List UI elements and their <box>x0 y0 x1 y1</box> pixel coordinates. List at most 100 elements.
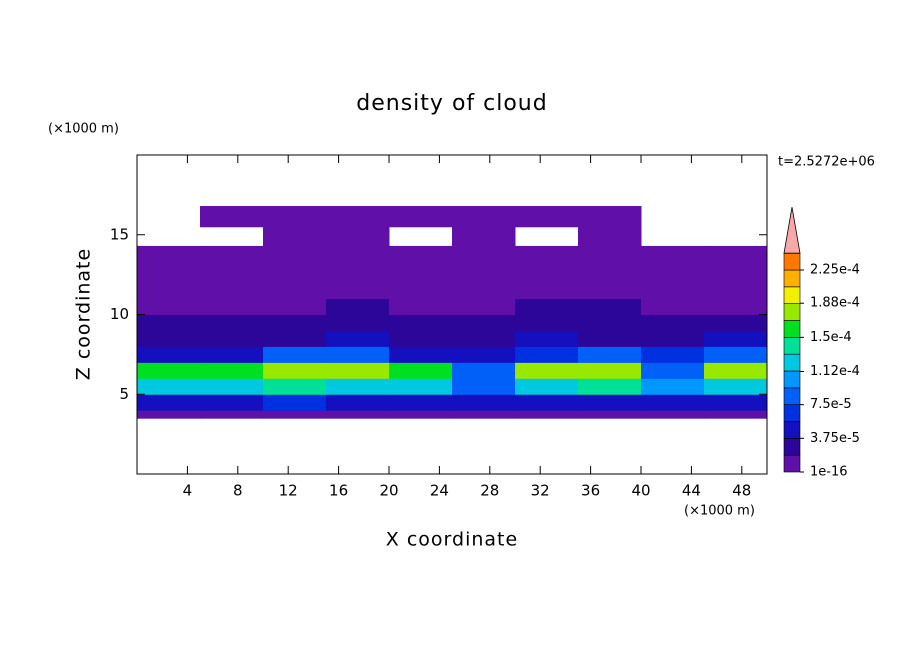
colorbar-band <box>783 269 801 288</box>
colorbar-tick-label: 1.88e-4 <box>810 296 860 311</box>
contour-cell <box>389 330 453 347</box>
x-axis-label: X coordinate <box>386 529 518 551</box>
annotation: t=2.5272e+06 <box>778 155 875 170</box>
contour-cell <box>263 226 327 247</box>
contour-cell <box>263 330 327 347</box>
contour-cell <box>137 330 201 347</box>
colorbar-band <box>783 353 801 372</box>
contour-cell <box>200 378 264 395</box>
contour-cell <box>641 250 705 268</box>
contour-cell <box>326 346 390 363</box>
contour-cell <box>704 362 768 379</box>
y-unit: (×1000 m) <box>48 122 119 137</box>
colorbar-tick-label: 2.25e-4 <box>810 263 860 278</box>
contour-cell <box>641 410 705 419</box>
contour-cell <box>578 250 642 268</box>
contour-cell <box>452 394 516 411</box>
contour-cell <box>200 410 264 419</box>
contour-cell <box>389 394 453 411</box>
colorbar-band <box>783 370 801 389</box>
contour-cell <box>137 266 201 284</box>
contour-cell <box>452 282 516 300</box>
contour-cell <box>326 245 390 252</box>
contour-cell <box>704 410 768 419</box>
chart-title: density of cloud <box>356 91 547 116</box>
contour-cell <box>389 245 453 252</box>
contour-cell <box>704 346 768 363</box>
contour-cell <box>389 378 453 395</box>
contour-cell <box>263 394 327 411</box>
contour-cell <box>326 282 390 300</box>
contour-cell <box>515 362 579 379</box>
contour-cell <box>137 282 201 300</box>
contour-cell <box>704 314 768 331</box>
colorbar-band <box>783 454 801 473</box>
contour-cell <box>326 378 390 395</box>
contour-cell <box>326 314 390 331</box>
contour-cell <box>389 282 453 300</box>
contour-cell <box>578 378 642 395</box>
y-tick-label: 15 <box>110 225 129 243</box>
contour-cell <box>200 362 264 379</box>
colorbar-tick-label: 7.5e-5 <box>810 397 852 412</box>
contour-cell <box>704 394 768 411</box>
contour-cell <box>326 298 390 315</box>
contour-cell <box>200 206 264 228</box>
contour-cell <box>389 250 453 268</box>
contour-cell <box>137 378 201 395</box>
contour-cell <box>704 298 768 315</box>
contour-cell <box>515 206 579 228</box>
colorbar-tick-label: 3.75e-5 <box>810 431 860 446</box>
contour-cell <box>389 362 453 379</box>
contour-cell <box>704 250 768 268</box>
contour-cell <box>641 245 705 252</box>
contour-cell <box>578 266 642 284</box>
x-unit: (×1000 m) <box>684 504 755 519</box>
contour-cell <box>578 206 642 228</box>
contour-cell <box>452 378 516 395</box>
contour-cell <box>641 378 705 395</box>
colorbar-tick-label: 1e-16 <box>810 465 848 480</box>
contour-cell <box>578 282 642 300</box>
contour-cell <box>515 330 579 347</box>
y-axis-label: Z coordinate <box>73 248 95 380</box>
contour-cell <box>263 282 327 300</box>
contour-cell <box>452 362 516 379</box>
contour-cell <box>704 266 768 284</box>
contour-cell <box>263 314 327 331</box>
x-tick-label: 16 <box>329 482 348 500</box>
contour-cell <box>641 394 705 411</box>
contour-cell <box>452 206 516 228</box>
contour-cell <box>389 298 453 315</box>
contour-cell <box>263 346 327 363</box>
x-tick-label: 28 <box>480 482 499 500</box>
x-tick-label: 8 <box>233 482 243 500</box>
contour-cell <box>326 394 390 411</box>
contour-cell <box>641 314 705 331</box>
contour-cell <box>200 314 264 331</box>
contour-cell <box>263 298 327 315</box>
contour-cell <box>578 362 642 379</box>
contour-cell <box>389 206 453 228</box>
contour-cell <box>578 226 642 247</box>
contour-cell <box>578 330 642 347</box>
contour-cell <box>137 314 201 331</box>
colorbar-band <box>783 387 801 405</box>
contour-cell <box>578 394 642 411</box>
contour-cell <box>263 378 327 395</box>
contour-cell <box>263 410 327 419</box>
contour-cell <box>389 410 453 419</box>
x-tick-label: 32 <box>531 482 550 500</box>
contour-cell <box>326 226 390 247</box>
contour-cell <box>704 282 768 300</box>
contour-cell <box>200 282 264 300</box>
contour-cell <box>704 330 768 347</box>
colorbar-band <box>783 303 801 321</box>
contour-cell <box>641 282 705 300</box>
contour-cell <box>641 330 705 347</box>
colorbar-band <box>783 320 801 338</box>
contour-cell <box>389 346 453 363</box>
contour-cell <box>389 314 453 331</box>
